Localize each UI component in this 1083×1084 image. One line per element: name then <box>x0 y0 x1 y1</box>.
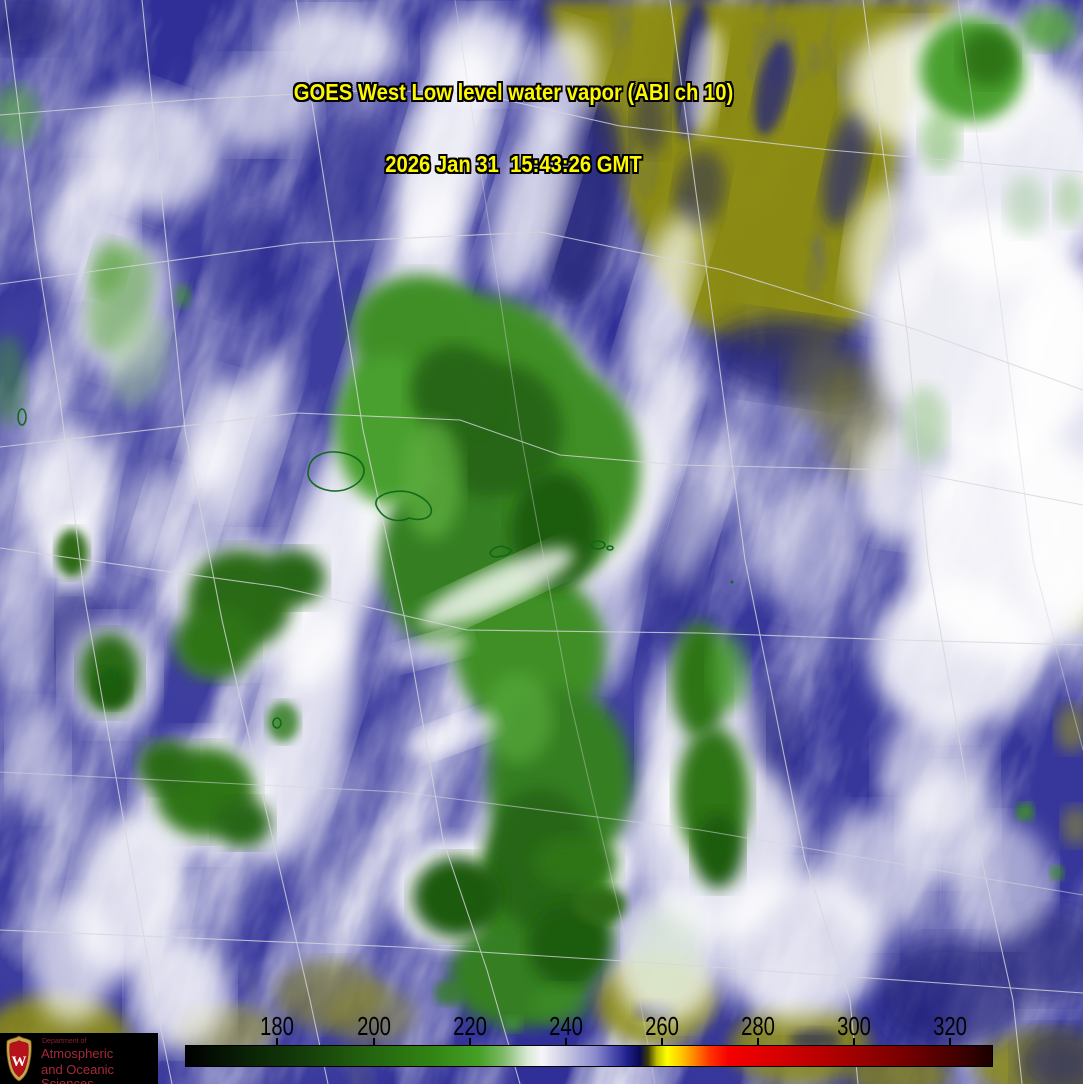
uw-crest-icon: W <box>6 1035 32 1082</box>
island-outline <box>272 717 282 729</box>
logo-name-line2: and Oceanic Sciences <box>41 1062 114 1084</box>
colorbar-tick <box>661 1038 663 1047</box>
colorbar-tick-label: 320 <box>933 1011 967 1041</box>
image-timestamp: 2026 Jan 31 15:43:26 GMT <box>385 151 642 177</box>
colorbar-tick-label: 280 <box>741 1011 775 1041</box>
colorbar-tick <box>469 1038 471 1047</box>
island-outline <box>590 540 606 550</box>
coastlines <box>17 408 734 729</box>
crest-letter: W <box>12 1054 27 1070</box>
island-outline <box>307 451 365 492</box>
logo-department-prefix: Department of <box>42 1038 87 1045</box>
colorbar-gradient <box>185 1045 993 1067</box>
logo-name-line1: Atmospheric <box>41 1046 114 1061</box>
colorbar-tick <box>757 1038 759 1047</box>
colorbar-tick <box>949 1038 951 1047</box>
colorbar-tick <box>853 1038 855 1047</box>
colorbar-tick-label: 180 <box>260 1011 294 1041</box>
island-outline <box>489 545 512 558</box>
island-dot <box>730 580 734 584</box>
image-title-block: GOES West Low level water vapor (ABI ch … <box>0 32 1027 224</box>
island-outline <box>17 408 27 426</box>
island-outline <box>606 545 614 551</box>
colorbar-tick <box>276 1038 278 1047</box>
uw-aos-logo: W Department of Atmospheric and Oceanic … <box>0 1033 158 1084</box>
colorbar-tick <box>373 1038 375 1047</box>
island-outline <box>375 490 433 522</box>
image-title: GOES West Low level water vapor (ABI ch … <box>293 79 734 105</box>
colorbar-tick-label: 200 <box>357 1011 391 1041</box>
colorbar-tick-label: 300 <box>837 1011 871 1041</box>
convective-green-layer <box>0 6 1083 1032</box>
island-outline <box>104 669 116 683</box>
colorbar-tick <box>565 1038 567 1047</box>
colorbar-tick-label: 220 <box>453 1011 487 1041</box>
colorbar-tick-label: 260 <box>645 1011 679 1041</box>
colorbar-tick-label: 240 <box>549 1011 583 1041</box>
